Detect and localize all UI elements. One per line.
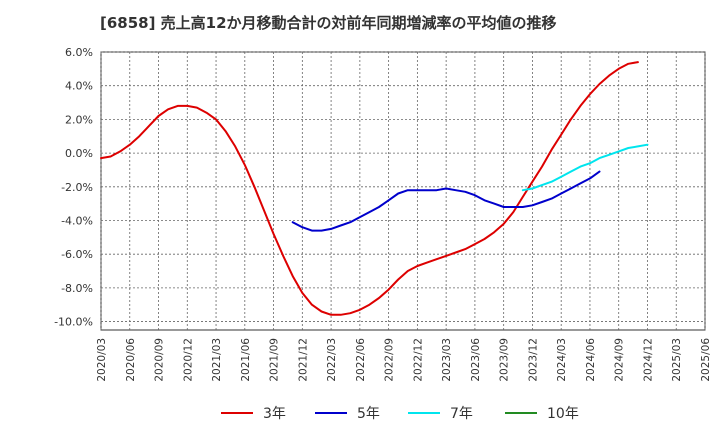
y-tick-label: 2.0%	[65, 113, 93, 126]
x-tick-label: 2025/03	[671, 338, 683, 382]
x-tick-label: 2020/03	[96, 338, 108, 382]
x-tick-label: 2020/09	[154, 338, 166, 382]
x-tick-label: 2021/03	[211, 338, 223, 382]
x-tick-label: 2021/12	[297, 338, 309, 382]
x-tick-label: 2024/09	[614, 338, 626, 382]
y-tick-label: 0.0%	[65, 147, 93, 160]
legend-item: 5年	[315, 406, 380, 422]
legend-item: 10年	[505, 406, 579, 422]
x-tick-label: 2024/12	[642, 338, 654, 382]
x-tick-label: 2023/12	[527, 338, 539, 382]
series-line-3年	[100, 61, 639, 316]
x-tick-label: 2022/03	[326, 338, 338, 382]
y-tick-labels: 6.0% 4.0% 2.0% 0.0% -2.0% -4.0% -6.0% -8.0% -10.…	[54, 46, 93, 329]
x-tick-label: 2024/03	[556, 338, 568, 382]
y-tick-label: -4.0%	[61, 214, 93, 227]
legend-item: 3年	[221, 406, 286, 422]
x-tick-label: 2023/09	[499, 338, 511, 382]
series-line-7年	[521, 143, 649, 192]
y-tick-label: -8.0%	[61, 282, 93, 295]
y-tick-label: -2.0%	[61, 181, 93, 194]
legend: 3年 5年 7年 10年	[221, 406, 579, 422]
legend-label: 3年	[263, 406, 286, 422]
legend-label: 7年	[450, 406, 473, 422]
x-tick-label: 2022/06	[355, 338, 367, 382]
series-layer	[100, 61, 649, 316]
series-line-5年	[291, 170, 601, 232]
legend-label: 5年	[357, 406, 380, 422]
y-tick-label: -10.0%	[54, 316, 93, 329]
y-tick-label: 6.0%	[65, 46, 93, 59]
y-tick-label: 4.0%	[65, 80, 93, 93]
y-tick-label: -6.0%	[61, 248, 93, 261]
legend-item: 7年	[408, 406, 473, 422]
x-tick-label: 2022/12	[412, 338, 424, 382]
legend-label: 10年	[547, 406, 579, 422]
x-tick-label: 2024/06	[585, 338, 597, 382]
x-tick-label: 2023/03	[441, 338, 453, 382]
x-tick-label: 2022/09	[384, 338, 396, 382]
x-tick-labels: 2020/03 2020/06 2020/09 2020/12 2021/03 2021/…	[96, 338, 712, 382]
grid-layer	[100, 51, 706, 330]
chart-title: [6858] 売上高12か月移動合計の対前年同期増減率の平均値の推移	[100, 14, 557, 32]
x-tick-label: 2021/09	[269, 338, 281, 382]
x-tick-label: 2023/06	[470, 338, 482, 382]
x-tick-label: 2020/06	[125, 338, 137, 382]
x-tick-label: 2025/06	[700, 338, 712, 382]
x-tick-label: 2021/06	[240, 338, 252, 382]
x-tick-label: 2020/12	[182, 338, 194, 382]
